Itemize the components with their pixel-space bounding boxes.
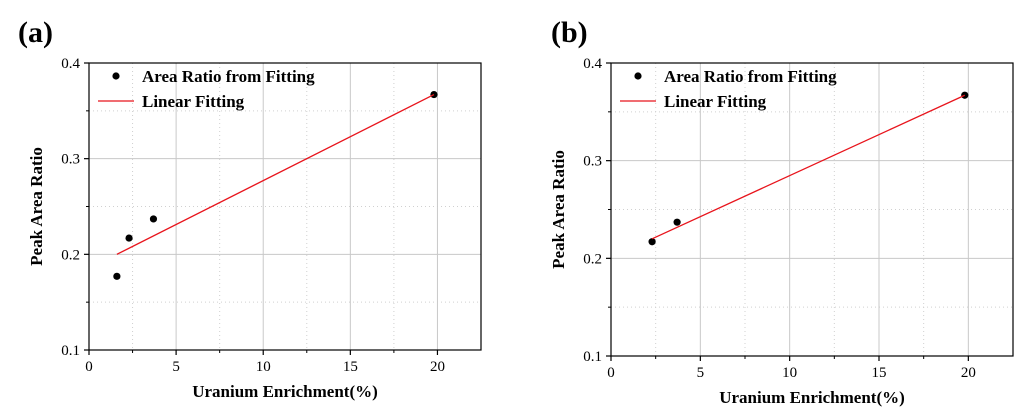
legend-entry-label: Area Ratio from Fitting	[664, 67, 837, 86]
legend-point-swatch	[634, 72, 642, 80]
chart-panel-a: (a) 0 5 10 15 20 0.1 0.2 0.3 0.4 Uranium Enrichme…	[0, 0, 515, 419]
x-tick-label: 10	[782, 365, 797, 381]
x-tick-label: 15	[872, 365, 887, 381]
legend-point-swatch	[112, 72, 120, 80]
panel-label-b: (b)	[551, 16, 588, 49]
legend-entry-label: Linear Fitting	[142, 92, 245, 111]
chart-b-svg: 0 5 10 15 20 0.1 0.2 0.3 0.4 Uranium Enrichment(%…	[549, 56, 1014, 407]
y-tick-label: 0.1	[61, 343, 80, 359]
chart-a-svg: 0 5 10 15 20 0.1 0.2 0.3 0.4 Uranium Enrichment(%…	[27, 56, 482, 401]
chart-panel-b: (b) 0 5 10 15 20 0.1 0.2 0.3 0.4 Uranium Enrichme…	[515, 0, 1030, 419]
data-point	[648, 238, 656, 246]
legend-entry-label: Area Ratio from Fitting	[142, 67, 315, 86]
x-tick-label: 20	[430, 359, 445, 375]
x-axis-label: Uranium Enrichment(%)	[192, 382, 378, 401]
data-point	[125, 234, 133, 242]
y-axis-label: Peak Area Ratio	[27, 147, 46, 266]
y-tick-label: 0.4	[61, 56, 80, 72]
x-axis-label: Uranium Enrichment(%)	[719, 388, 905, 407]
x-tick-label: 5	[697, 365, 705, 381]
x-tick-label: 0	[607, 365, 615, 381]
panel-label-a: (a)	[18, 16, 53, 49]
y-tick-label: 0.3	[61, 152, 80, 168]
y-tick-label: 0.4	[583, 56, 602, 72]
y-tick-label: 0.3	[583, 154, 602, 170]
x-tick-label: 5	[172, 359, 180, 375]
data-point	[149, 215, 158, 223]
y-tick-label: 0.2	[61, 247, 80, 263]
fit-line	[651, 94, 966, 240]
fit-line	[116, 93, 435, 255]
y-tick-label: 0.2	[583, 251, 602, 267]
legend-entry-label: Linear Fitting	[664, 92, 767, 111]
x-tick-label: 20	[961, 365, 976, 381]
y-axis-label: Peak Area Ratio	[549, 150, 568, 269]
data-point	[113, 272, 121, 280]
data-point	[673, 218, 681, 226]
x-tick-label: 10	[256, 359, 271, 375]
y-tick-label: 0.1	[583, 349, 602, 365]
x-tick-label: 0	[85, 359, 93, 375]
x-tick-label: 15	[343, 359, 358, 375]
